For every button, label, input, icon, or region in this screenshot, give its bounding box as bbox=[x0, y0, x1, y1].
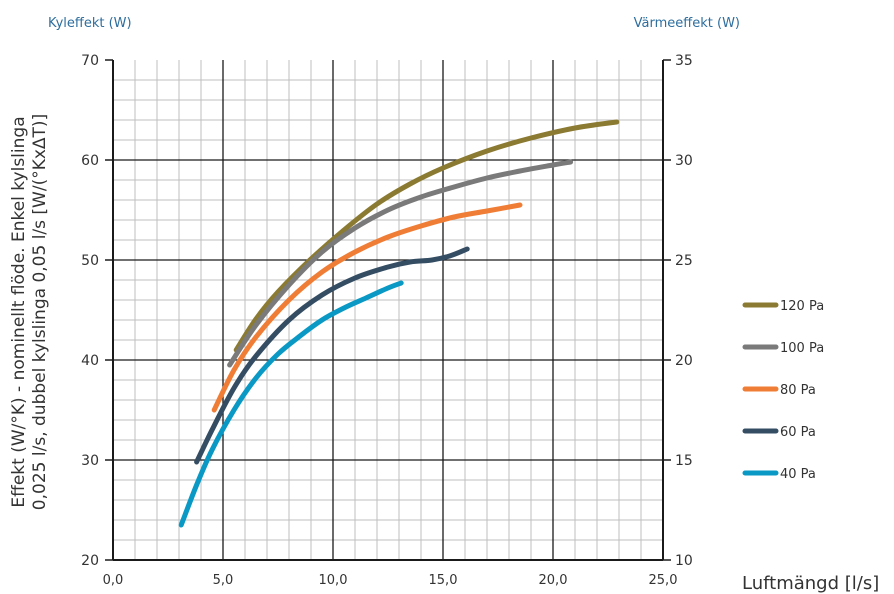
x-tick-label: 10,0 bbox=[319, 573, 348, 588]
series-line-120-pa bbox=[233, 119, 620, 353]
y-tick-label-right: 20 bbox=[675, 353, 693, 369]
legend-label-100-pa: 100 Pa bbox=[780, 341, 824, 356]
series-line-80-pa bbox=[211, 202, 523, 413]
y-tick-label-right: 35 bbox=[675, 53, 693, 69]
y-tick-label-left: 70 bbox=[81, 53, 99, 69]
legend-label-80-pa: 80 Pa bbox=[780, 383, 816, 398]
right-axis-top-title: Värmeeffekt (W) bbox=[633, 16, 740, 31]
legend-label-40-pa: 40 Pa bbox=[780, 467, 816, 482]
left-y-tick-labels: 20 30 40 50 60 70 bbox=[81, 53, 99, 569]
series-lines bbox=[178, 119, 620, 528]
legend-label-60-pa: 60 Pa bbox=[780, 425, 816, 440]
y-tick-label-left: 50 bbox=[81, 253, 99, 269]
series-line-40-pa bbox=[178, 280, 404, 528]
y-tick-label-left: 60 bbox=[81, 153, 99, 169]
y-tick-label-right: 25 bbox=[675, 253, 693, 269]
axes bbox=[105, 59, 671, 561]
right-y-tick-labels: 10 15 20 25 30 35 bbox=[675, 53, 693, 569]
x-tick-label: 5,0 bbox=[213, 573, 234, 588]
y-tick-label-left: 30 bbox=[81, 453, 99, 469]
left-axis-top-title: Kyleffekt (W) bbox=[48, 16, 132, 31]
series-line-100-pa bbox=[227, 159, 574, 368]
x-tick-label: 0,0 bbox=[103, 573, 124, 588]
y-tick-label-right: 10 bbox=[675, 553, 693, 569]
series-line-60-pa bbox=[194, 246, 470, 465]
y-axis-label-line1: Effekt (W/°K) - nominellt flöde. Enkel k… bbox=[9, 116, 29, 507]
y-tick-label-left: 20 bbox=[81, 553, 99, 569]
x-tick-label: 25,0 bbox=[649, 573, 678, 588]
legend: 120 Pa 100 Pa 80 Pa 60 Pa 40 Pa bbox=[742, 299, 824, 482]
y-tick-label-left: 40 bbox=[81, 353, 99, 369]
x-tick-labels: 0,0 5,0 10,0 15,0 20,0 25,0 bbox=[103, 573, 678, 588]
y-axis-label-line2: 0,025 l/s, dubbel kylslinga 0,05 l/s [W/… bbox=[30, 114, 50, 510]
legend-label-120-pa: 120 Pa bbox=[780, 299, 824, 314]
minor-gridlines bbox=[113, 60, 663, 560]
x-axis-label: Luftmängd [l/s] bbox=[742, 573, 879, 594]
x-tick-label: 15,0 bbox=[429, 573, 458, 588]
y-tick-label-right: 30 bbox=[675, 153, 693, 169]
x-tick-label: 20,0 bbox=[539, 573, 568, 588]
y-tick-label-right: 15 bbox=[675, 453, 693, 469]
